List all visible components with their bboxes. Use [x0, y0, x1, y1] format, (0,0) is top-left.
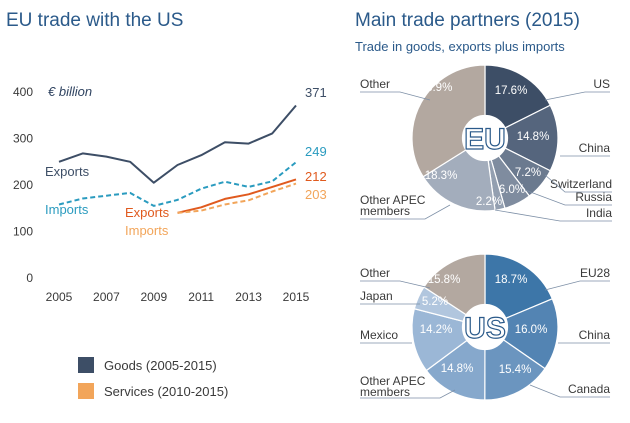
pie-slice-value: 14.8% — [441, 363, 474, 375]
partner-label: Other APEC — [360, 374, 426, 388]
pie-slice-value: 2.2% — [476, 196, 502, 208]
y-tick-label: 0 — [26, 271, 33, 285]
pie-slice-china — [483, 297, 559, 370]
legend-label-goods: Goods (2005-2015) — [104, 358, 217, 373]
pie-center-label: US — [464, 312, 506, 345]
pie-center — [461, 303, 509, 351]
end-value-services-exports: 212 — [305, 169, 327, 184]
pie-center — [461, 114, 509, 162]
series-labels: Exports 371 Imports 249 Exports 212 Imports 203 — [45, 85, 327, 238]
end-value-goods-imports: 249 — [305, 144, 327, 159]
series-line-goods-exports — [58, 104, 297, 184]
pie-slice-value: 33.9% — [420, 82, 453, 94]
x-tick-label: 2015 — [283, 290, 310, 304]
legend-swatch-services — [78, 383, 94, 399]
left-chart-title: EU trade with the US — [6, 10, 183, 31]
y-tick-label: 400 — [13, 85, 33, 99]
line-chart: € billion 0 100 200 300 400 2005 2007 2009 2011… — [13, 84, 327, 304]
y-axis-ticks: 0 100 200 300 400 — [13, 85, 33, 285]
x-tick-label: 2013 — [235, 290, 262, 304]
series-name-goods-exports: Exports — [45, 164, 90, 179]
partner-label: EU28 — [580, 266, 610, 280]
series-name-goods-imports: Imports — [45, 202, 89, 217]
pie-slice-other-apec-members — [425, 325, 486, 401]
pie-slice-value: 6.0% — [499, 184, 525, 196]
y-tick-label: 300 — [13, 132, 33, 146]
legend-swatch-goods — [78, 357, 94, 373]
right-chart-title: Main trade partners (2015) — [355, 10, 580, 31]
pie-chart-eu: EU 17.6% 14.8% 7.2% 6.0%2.2% 18.3% 33.9% — [411, 64, 559, 212]
partner-label: China — [579, 141, 611, 155]
leader-line — [360, 389, 456, 399]
partner-label: Other — [360, 266, 390, 280]
pie-slice-canada — [484, 325, 546, 401]
series-line-goods-imports — [58, 161, 297, 207]
leader-line — [544, 91, 610, 101]
pie-chart-us: US 18.7% 16.0% 15.4% 14.8% 14.2% 5.2% 15.8% — [411, 253, 559, 401]
x-axis-ticks: 2005 2007 2009 2011 2013 2015 — [46, 290, 310, 304]
leader-line — [360, 204, 451, 220]
leader-line — [544, 174, 612, 193]
pie-slice-value: 17.6% — [495, 85, 528, 97]
pie-slice-eu28 — [484, 253, 554, 328]
partner-label: China — [579, 328, 611, 342]
pie-slice-value: 14.2% — [420, 324, 453, 336]
pie-slice-china — [483, 104, 559, 172]
partner-label: members — [360, 204, 410, 218]
legend-label-services: Services (2010-2015) — [104, 384, 228, 399]
end-value-goods-exports: 371 — [305, 85, 327, 100]
partner-label: US — [593, 77, 610, 91]
series-line-services-exports — [177, 178, 297, 214]
pie-slice-us — [484, 64, 552, 139]
series-name-services-imports: Imports — [125, 223, 169, 238]
partner-label: Canada — [568, 382, 610, 396]
leader-line — [360, 91, 431, 101]
partner-label: Japan — [360, 289, 393, 303]
leader-line — [544, 280, 610, 291]
pie-slice-value: 18.7% — [495, 274, 528, 286]
partner-label: Russia — [575, 190, 612, 204]
partner-label: Other — [360, 77, 390, 91]
unit-label: € billion — [48, 84, 92, 99]
y-tick-label: 200 — [13, 178, 33, 192]
leader-line — [360, 280, 431, 289]
pie-slice-value: 18.3% — [425, 170, 458, 182]
legend: Goods (2005-2015) Services (2010-2015) — [78, 357, 228, 399]
y-tick-label: 100 — [13, 225, 33, 239]
leader-line — [494, 209, 612, 222]
pie-slice-value: 16.0% — [515, 324, 548, 336]
pie-slice-value: 15.4% — [499, 364, 532, 376]
partner-label: members — [360, 385, 410, 399]
partner-label: Other APEC — [360, 193, 426, 207]
pie-slice-value: 15.8% — [428, 274, 461, 286]
partner-label: India — [586, 206, 612, 220]
pie-slice-other — [423, 253, 486, 329]
x-tick-label: 2007 — [93, 290, 120, 304]
pie-center-label: EU — [464, 123, 506, 156]
leader-line — [529, 384, 610, 398]
series-lines — [58, 104, 297, 214]
end-value-services-imports: 203 — [305, 187, 327, 202]
series-line-services-imports — [177, 182, 297, 214]
partner-label: Mexico — [360, 328, 398, 342]
pie-slice-value: 5.2% — [422, 296, 448, 308]
pie-slice-value: 7.2% — [515, 167, 541, 179]
partner-label: Switzerland — [550, 177, 612, 191]
x-tick-label: 2005 — [46, 290, 73, 304]
series-name-services-exports: Exports — [125, 205, 170, 220]
right-chart-subtitle: Trade in goods, exports plus imports — [355, 39, 565, 54]
x-tick-label: 2009 — [140, 290, 167, 304]
leader-line — [524, 189, 612, 206]
pie-slice-value: 14.8% — [517, 131, 550, 143]
x-tick-label: 2011 — [188, 290, 214, 304]
